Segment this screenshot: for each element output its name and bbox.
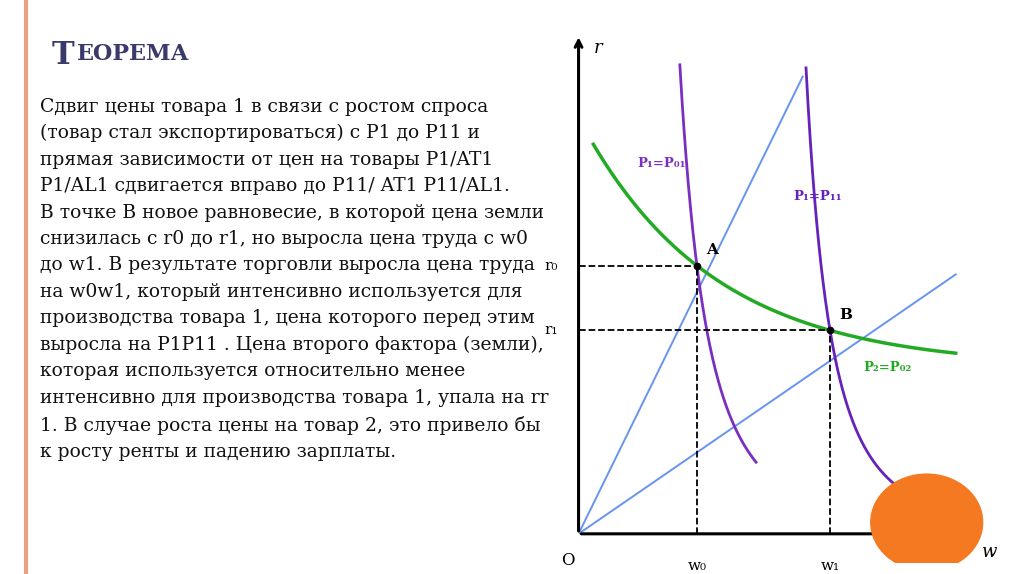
Text: r₀: r₀ — [545, 259, 558, 273]
Text: r₁: r₁ — [545, 323, 558, 338]
Text: r: r — [593, 39, 602, 57]
Text: O: O — [561, 552, 574, 569]
Text: P₁=P₀₁: P₁=P₀₁ — [638, 157, 686, 170]
Text: P₁=P₁₁: P₁=P₁₁ — [793, 190, 842, 203]
Circle shape — [870, 474, 983, 571]
Text: w₀: w₀ — [687, 559, 707, 573]
Text: ЕОРЕМА: ЕОРЕМА — [77, 43, 189, 65]
Text: Т: Т — [51, 40, 74, 71]
Text: P₂=P₀₂: P₂=P₀₂ — [863, 360, 911, 374]
Text: A: A — [707, 243, 718, 257]
Text: w: w — [982, 543, 997, 561]
Text: B: B — [840, 308, 852, 322]
Text: w₁: w₁ — [820, 559, 840, 573]
Text: Сдвиг цены товара 1 в связи с ростом спроса
(товар стал экспортироваться) с P1 д: Сдвиг цены товара 1 в связи с ростом спр… — [40, 98, 548, 461]
